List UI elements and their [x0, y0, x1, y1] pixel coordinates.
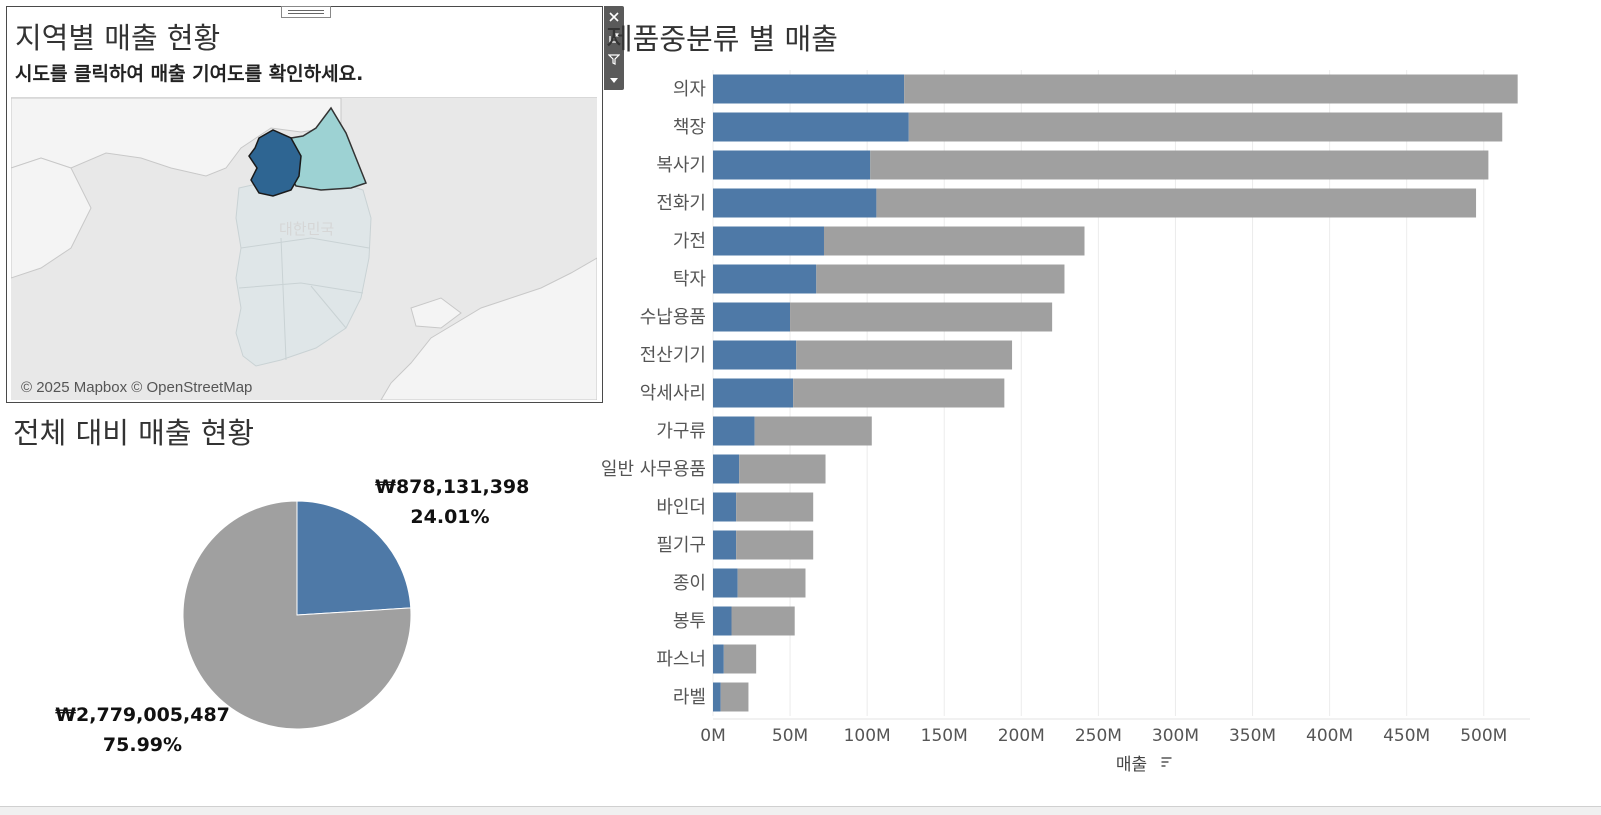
- pie-label-selected-amount: ₩878,131,398: [375, 476, 530, 498]
- bar-chart[interactable]: 0M 50M 100M 150M 200M 250M 300M 350M 400M 450M 500…: [590, 60, 1590, 780]
- x-tick-label: 400M: [1306, 726, 1353, 746]
- map-attribution[interactable]: © 2025 Mapbox © OpenStreetMap: [21, 379, 253, 396]
- category-label[interactable]: 책장: [673, 117, 706, 138]
- map-region-lines: [238, 237, 370, 361]
- bar-segment-selected[interactable]: [713, 454, 740, 484]
- bar-segment-rest[interactable]: [737, 568, 806, 598]
- category-label[interactable]: 일반 사무용품: [601, 459, 706, 480]
- x-tick-label: 50M: [772, 726, 808, 746]
- x-tick-label: 450M: [1383, 726, 1430, 746]
- x-tick-label: 150M: [921, 726, 968, 746]
- bar-segment-selected[interactable]: [713, 644, 724, 674]
- pie-chart[interactable]: [0, 460, 600, 790]
- pie-slice-2[interactable]: [182, 500, 412, 730]
- bar-segment-rest[interactable]: [908, 112, 1503, 142]
- pie-label-rest-amount: ₩2,779,005,487: [55, 704, 230, 726]
- category-label[interactable]: 필기구: [656, 535, 706, 556]
- bar-segment-selected[interactable]: [713, 226, 824, 256]
- category-label[interactable]: 바인더: [656, 497, 706, 518]
- bar-segment-selected[interactable]: [713, 188, 877, 218]
- pie-label-selected-percent: 24.01%: [410, 506, 490, 528]
- sort-descending-icon[interactable]: [1161, 757, 1172, 767]
- bar-segment-rest[interactable]: [790, 302, 1053, 332]
- map-land-japan: [380, 257, 597, 400]
- bar-segment-selected[interactable]: [713, 340, 797, 370]
- x-tick-label: 500M: [1460, 726, 1507, 746]
- map-subtitle: 시도를 클릭하여 매출 기여도를 확인하세요.: [15, 63, 364, 85]
- category-label[interactable]: 의자: [673, 79, 707, 100]
- bar-segment-selected[interactable]: [713, 150, 871, 180]
- close-icon[interactable]: [604, 6, 624, 27]
- map-title: 지역별 매출 현황: [15, 21, 221, 55]
- pie-title: 전체 대비 매출 현황: [13, 416, 255, 450]
- map-watermark: 대한민국: [279, 220, 334, 238]
- category-label[interactable]: 파스너: [656, 649, 706, 670]
- bar-segment-rest[interactable]: [736, 530, 814, 560]
- x-tick-label: 0M: [700, 726, 725, 746]
- category-label[interactable]: 악세사리: [640, 383, 706, 404]
- x-tick-label: 350M: [1229, 726, 1276, 746]
- bottom-tab-strip[interactable]: [0, 806, 1601, 815]
- pie-label-rest: ₩2,779,005,487 75.99%: [55, 700, 230, 760]
- bar-segment-rest[interactable]: [793, 378, 1005, 408]
- category-label[interactable]: 전산기기: [640, 345, 706, 366]
- category-label[interactable]: 수납용품: [640, 307, 706, 328]
- category-label[interactable]: 탁자: [673, 269, 707, 290]
- x-tick-label: 100M: [844, 726, 891, 746]
- pie-label-rest-percent: 75.99%: [102, 734, 183, 756]
- map-region-gyeonggi: [248, 129, 302, 197]
- bar-segment-rest[interactable]: [816, 264, 1065, 294]
- bar-segment-selected[interactable]: [713, 378, 794, 408]
- category-label[interactable]: 가전: [673, 231, 706, 252]
- bar-segment-rest[interactable]: [739, 454, 826, 484]
- region-map[interactable]: 대한민국 © 2025 Mapbox © OpenStreetMap: [11, 97, 597, 400]
- more-options-icon[interactable]: [604, 69, 624, 90]
- filter-icon[interactable]: [604, 48, 624, 69]
- category-label[interactable]: 종이: [673, 573, 706, 594]
- bar-segment-selected[interactable]: [713, 682, 721, 712]
- bar-segment-rest[interactable]: [870, 150, 1489, 180]
- bar-segment-selected[interactable]: [713, 492, 737, 522]
- x-axis-title[interactable]: 매출: [1116, 755, 1147, 775]
- category-label[interactable]: 가구류: [656, 421, 706, 442]
- category-label[interactable]: 복사기: [656, 155, 706, 176]
- bar-segment-selected[interactable]: [713, 74, 905, 104]
- bar-segment-rest[interactable]: [823, 226, 1085, 256]
- bar-title: 제품중분류 별 매출: [606, 22, 838, 56]
- bar-segment-rest[interactable]: [720, 682, 749, 712]
- bar-segment-selected[interactable]: [713, 568, 738, 598]
- map-land-china-east: [11, 157, 92, 279]
- bar-segment-rest[interactable]: [796, 340, 1013, 370]
- bar-segment-selected[interactable]: [713, 606, 732, 636]
- category-label[interactable]: 봉투: [673, 611, 706, 632]
- worksheet-toolbar: [604, 6, 624, 90]
- bar-segment-rest[interactable]: [904, 74, 1518, 104]
- map-land-island: [410, 297, 462, 329]
- bar-segment-rest[interactable]: [876, 188, 1477, 218]
- map-panel: 지역별 매출 현황 시도를 클릭하여 매출 기여도를 확인하세요. 대한민국 ©…: [6, 6, 603, 403]
- popout-icon[interactable]: [604, 27, 624, 48]
- pie-label-selected: ₩878,131,398 24.01%: [375, 472, 530, 532]
- bar-segment-selected[interactable]: [713, 112, 909, 142]
- bar-segment-selected[interactable]: [713, 416, 755, 446]
- x-tick-label: 300M: [1152, 726, 1199, 746]
- bar-segment-selected[interactable]: [713, 264, 817, 294]
- bar-segment-rest[interactable]: [754, 416, 872, 446]
- bar-segment-selected[interactable]: [713, 302, 791, 332]
- bar-segment-rest[interactable]: [731, 606, 795, 636]
- bar-segment-selected[interactable]: [713, 530, 737, 560]
- category-label[interactable]: 라벨: [673, 687, 706, 708]
- category-label[interactable]: 전화기: [656, 193, 706, 214]
- x-tick-label: 200M: [998, 726, 1045, 746]
- drag-handle[interactable]: [281, 6, 331, 18]
- x-tick-label: 250M: [1075, 726, 1122, 746]
- pie-slice-1[interactable]: [296, 500, 412, 616]
- bar-segment-rest[interactable]: [723, 644, 757, 674]
- bar-segment-rest[interactable]: [736, 492, 814, 522]
